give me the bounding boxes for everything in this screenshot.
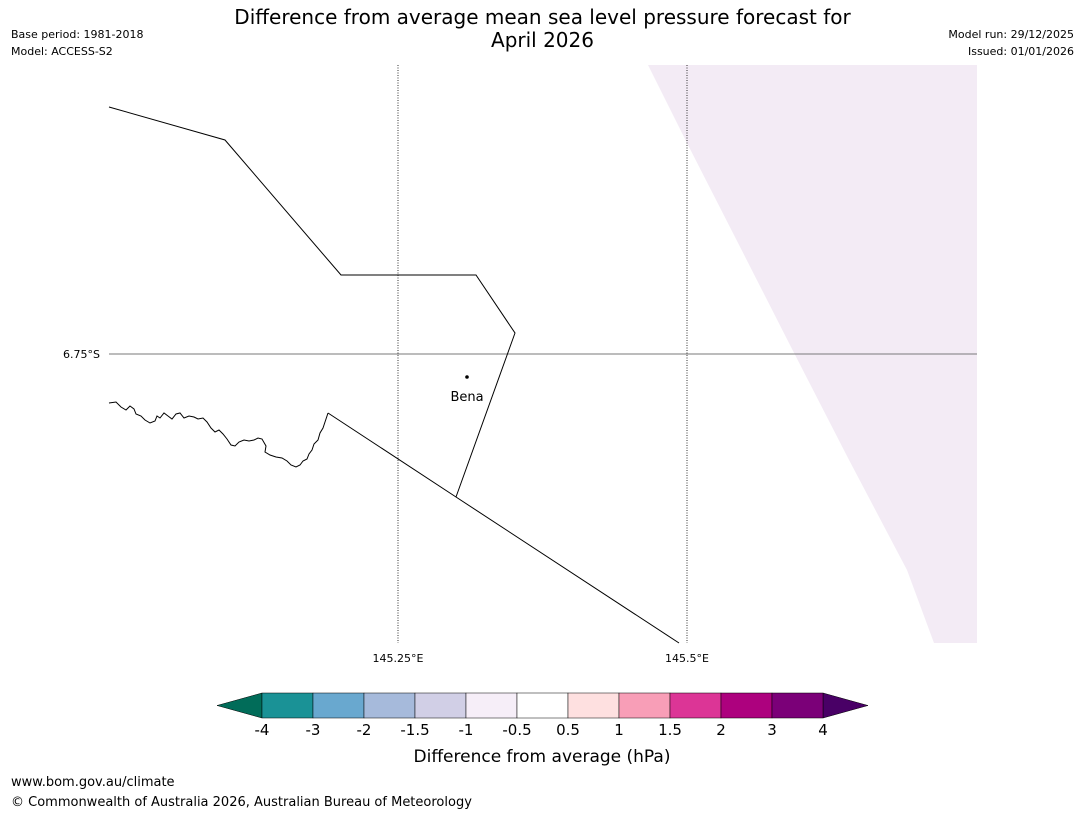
longitude-label: 145.5°E xyxy=(665,652,709,665)
colorbar-cell xyxy=(771,692,824,719)
district-boundary xyxy=(108,106,516,498)
meta-left: Base period: 1981-2018 Model: ACCESS-S2 xyxy=(11,26,143,60)
colorbar-tick-label: 2 xyxy=(716,721,726,739)
colorbar: -4 -3 -2 -1.5 -1 -0.5 0.5 1 1.5 2 3 4 xyxy=(216,692,869,739)
colorbar-cell xyxy=(363,692,416,719)
issued-date: Issued: 01/01/2026 xyxy=(967,45,1074,58)
colorbar-tick-label: -2 xyxy=(357,721,372,739)
title-line-2: April 2026 xyxy=(491,28,594,52)
colorbar-tick-label: -1.5 xyxy=(400,721,429,739)
colorbar-cell xyxy=(669,692,722,719)
district-boundary xyxy=(327,412,680,644)
colorbar-tick-label: -0.5 xyxy=(502,721,531,739)
latitude-label: 6.75°S xyxy=(63,348,100,361)
colorbar-cell xyxy=(567,692,620,719)
title-line-1: Difference from average mean sea level p… xyxy=(234,5,851,29)
colorbar-cell xyxy=(618,692,671,719)
colorbar-cell xyxy=(516,692,569,719)
colorbar-tick-label: 0.5 xyxy=(556,721,580,739)
river-line xyxy=(108,401,329,468)
footer-url[interactable]: www.bom.gov.au/climate xyxy=(11,775,175,790)
town-label-bena: Bena xyxy=(450,390,483,405)
colorbar-tick-label: 4 xyxy=(818,721,828,739)
colorbar-tick-label: 1 xyxy=(614,721,624,739)
colorbar-tick-label: 1.5 xyxy=(658,721,682,739)
colorbar-tick-label: -3 xyxy=(306,721,321,739)
colorbar-tick-label: -4 xyxy=(255,721,270,739)
colorbar-tick-label: -1 xyxy=(459,721,474,739)
colorbar-cell xyxy=(261,692,314,719)
footer-copyright: © Commonwealth of Australia 2026, Austra… xyxy=(11,795,472,810)
colorbar-cell xyxy=(720,692,773,719)
colorbar-cell xyxy=(414,692,467,719)
town-marker-bena xyxy=(465,375,469,379)
colorbar-under-arrow xyxy=(216,692,263,719)
colorbar-over-arrow xyxy=(822,692,869,719)
colorbar-label: Difference from average (hPa) xyxy=(414,747,671,767)
meta-right: Model run: 29/12/2025 Issued: 01/01/2026 xyxy=(948,26,1074,60)
model-run: Model run: 29/12/2025 xyxy=(948,28,1074,41)
colorbar-cell xyxy=(312,692,365,719)
base-period: Base period: 1981-2018 xyxy=(11,28,144,41)
model-name: Model: ACCESS-S2 xyxy=(11,45,113,58)
colorbar-cell xyxy=(465,692,518,719)
longitude-label: 145.25°E xyxy=(373,652,424,665)
colorbar-tick-label: 3 xyxy=(767,721,777,739)
map-title: Difference from average mean sea level p… xyxy=(140,6,945,52)
